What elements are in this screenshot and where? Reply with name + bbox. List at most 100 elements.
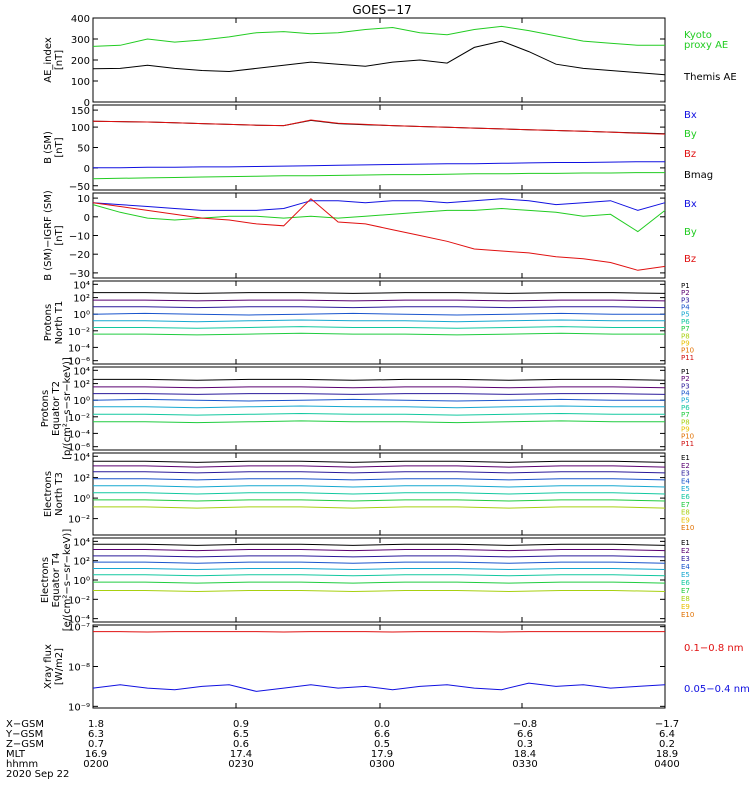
y-tick-label-pt2-3: 10⁻²	[68, 413, 90, 424]
series-6-E3	[93, 555, 666, 558]
y-tick-label-bsm-0: 150	[71, 106, 90, 117]
legend-entry-pt2-1: P2	[681, 375, 690, 383]
series-6-E8	[93, 590, 666, 593]
footer-value-1-4: 6.4	[659, 729, 675, 740]
legend-entry-pt2-8: P9	[681, 425, 690, 433]
series-1-Bx	[93, 161, 665, 169]
legend-entry-pt2-6: P7	[681, 411, 690, 419]
y-axis-label-et4-0: Electrons	[40, 557, 51, 603]
footer-value-0-4: −1.7	[655, 719, 679, 730]
panel-xray: 10⁻⁷ 10⁻⁸ 10⁻⁹ Xray flux [W/m2] 0.1−0.8 nm 0.0…	[43, 623, 750, 714]
series-5-E3	[93, 471, 666, 474]
series-4-P2	[93, 386, 666, 389]
y-tick-label-ae-3: 100	[71, 77, 90, 88]
series-group-5	[93, 460, 666, 509]
footer-value-4-2: 0300	[369, 759, 394, 770]
series-5-E7	[93, 499, 666, 502]
series-0-Kyoto-proxy-AE	[92, 25, 665, 47]
legend-entry-et3-5: E6	[681, 493, 690, 501]
series-5-E6	[93, 492, 666, 495]
y-axis-label-ae-1: [nT]	[54, 50, 65, 70]
y-axis-label-bsm-1: [nT]	[54, 137, 65, 157]
legend-entry-bigrf-1: By	[684, 227, 697, 238]
y-axis-label-et3-1: North T3	[54, 472, 65, 516]
y-tick-label-ae-2: 200	[71, 56, 90, 67]
legend-entry-et4-9: E10	[681, 611, 694, 619]
series-group-0	[92, 25, 666, 76]
legend-entry-et4-2: E3	[681, 555, 690, 563]
series-6-E2	[93, 549, 666, 552]
legend-entry-pt1-2: P3	[681, 296, 690, 304]
y-tick-label-et4-4: 10⁻⁴	[68, 615, 90, 626]
y-tick-label-pt1-1: 10²	[73, 294, 90, 305]
footer-value-2-3: 0.3	[517, 739, 533, 750]
footer-value-3-3: 18.4	[514, 749, 536, 760]
y-axis-label-pt2-1: Equator T2	[51, 381, 62, 436]
legend-entry-pt1-8: P9	[681, 339, 690, 347]
panel-bigrf: 10 0 −10 −20 −30 B (SM)−IGRF (SM) [nT] Bx By Bz	[43, 190, 697, 281]
series-3-P7	[93, 332, 665, 336]
legend-entry-pt1-6: P7	[681, 325, 690, 333]
series-3-P4	[92, 312, 665, 316]
series-1-By	[92, 172, 665, 180]
footer-value-2-1: 0.6	[233, 739, 249, 750]
y-axis-label-et4-1: Equator T4	[51, 553, 62, 608]
legend-entry-et4-4: E5	[681, 571, 690, 579]
y-tick-label-et3-1: 10²	[73, 474, 90, 485]
series-group-7	[92, 631, 666, 692]
footer-row-label-0: X−GSM	[6, 719, 44, 730]
series-3-P2	[93, 299, 666, 302]
panel-frame-ae	[92, 17, 666, 103]
series-5-E1	[93, 460, 666, 463]
legend-entry-et4-7: E8	[681, 595, 690, 603]
legend-entry-pt1-3: P4	[681, 304, 690, 312]
y-tick-label-et4-1: 10²	[73, 557, 90, 568]
legend-entry-ae-1: proxy AE	[684, 40, 728, 51]
series-group-4	[92, 378, 666, 424]
footer-value-4-3: 0330	[512, 759, 537, 770]
footer-value-2-2: 0.5	[374, 739, 390, 750]
footer-value-3-1: 17.4	[230, 749, 252, 760]
legend-entry-pt2-3: P4	[681, 390, 690, 398]
y-axis-label-pt2-2: [p/(cm²−s−sr−keV)]	[62, 357, 73, 460]
y-tick-label-bsm-3: 0	[84, 164, 90, 175]
series-6-E6	[93, 574, 666, 577]
legend-entry-et3-1: E2	[681, 462, 690, 470]
series-6-E5	[93, 568, 666, 571]
y-axis-label-xray-0: Xray flux	[43, 644, 54, 689]
legend-entry-pt2-5: P6	[681, 404, 690, 412]
legend-entry-pt2-4: P5	[681, 397, 690, 405]
y-tick-label-ae-1: 300	[71, 35, 90, 46]
y-tick-label-pt1-5: 10⁻⁶	[68, 357, 90, 368]
series-3-P5	[93, 319, 665, 323]
legend-entry-et3-9: E10	[681, 524, 694, 532]
y-axis-label-bigrf-1: [nT]	[54, 225, 65, 245]
y-tick-label-bigrf-1: 0	[84, 213, 90, 224]
series-3-P3	[93, 306, 666, 309]
series-0-Themis-AE	[92, 40, 666, 76]
legend-entry-et4-3: E4	[681, 563, 690, 571]
series-group-1	[92, 119, 666, 180]
footer-value-2-4: 0.2	[659, 739, 675, 750]
legend-entry-et3-8: E9	[681, 516, 690, 524]
legend-entry-et3-0: E1	[681, 454, 690, 462]
series-group-6	[93, 543, 666, 593]
y-tick-label-pt2-1: 10²	[73, 380, 90, 391]
footer-row-label-2: Z−GSM	[6, 739, 44, 750]
series-2-Bz	[92, 198, 666, 271]
panel-frame-pt2	[92, 366, 666, 451]
y-tick-label-ae-4: 0	[84, 98, 90, 109]
legend-entry-et4-6: E7	[681, 587, 690, 595]
footer-value-0-2: 0.0	[374, 719, 390, 730]
y-tick-label-pt2-5: 10⁻⁶	[68, 443, 90, 454]
legend-entry-pt1-1: P2	[681, 289, 690, 297]
series-6-E7	[93, 581, 666, 584]
legend-entry-bigrf-2: Bz	[684, 254, 696, 265]
panel-frame-xray	[92, 624, 666, 709]
y-tick-label-et3-0: 10⁴	[73, 452, 90, 463]
series-1-Bmag	[92, 119, 666, 135]
legend-entry-pt2-9: P10	[681, 433, 694, 441]
legend-bigrf: Bx By Bz	[684, 199, 697, 265]
